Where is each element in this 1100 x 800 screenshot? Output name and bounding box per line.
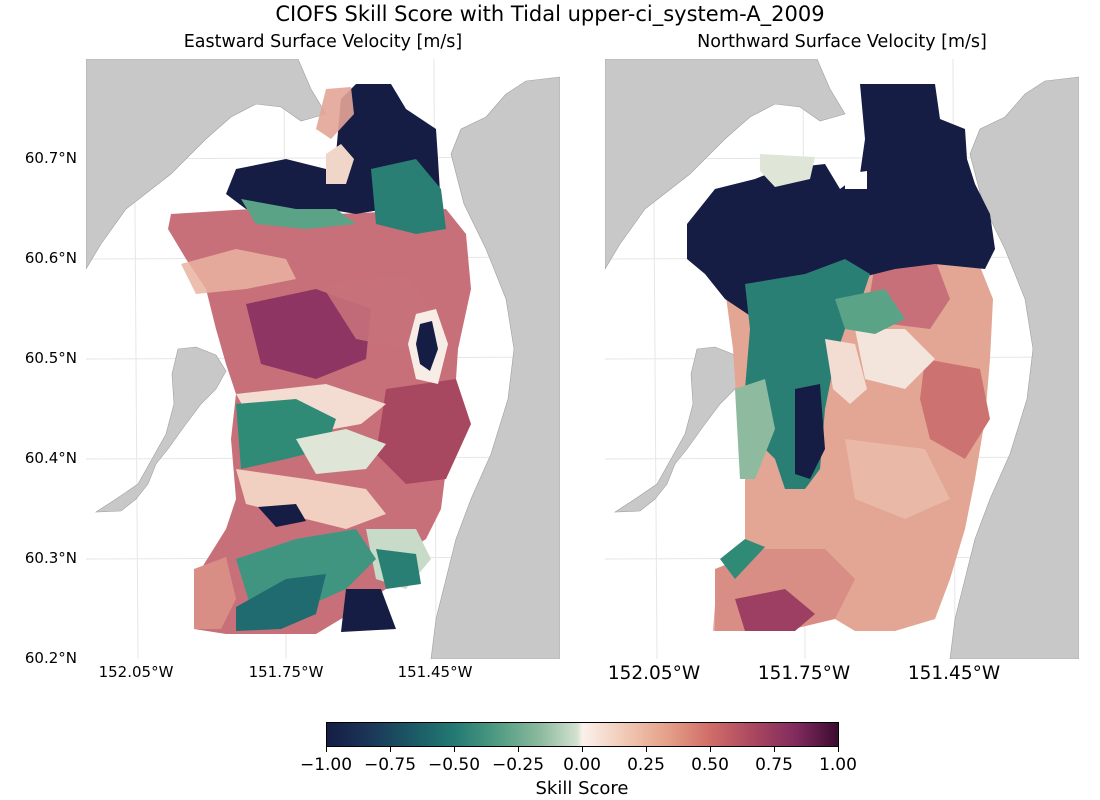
colorbar-tick-label: −0.75	[363, 755, 417, 775]
colorbar-ticks	[326, 746, 839, 752]
y-tick-label: 60.3°N	[24, 549, 77, 567]
x-tick-label: 151.45°W	[907, 663, 1001, 684]
figure-title: CIOFS Skill Score with Tidal upper-ci_sy…	[275, 2, 825, 26]
land-peninsula	[613, 346, 746, 513]
y-tick-label: 60.4°N	[24, 449, 77, 467]
x-tick-label: 151.75°W	[757, 663, 851, 684]
panel-title-northward: Northward Surface Velocity [m/s]	[697, 32, 987, 52]
skill-field-northward	[687, 84, 995, 631]
colorbar-tick-label: 0.50	[691, 755, 729, 775]
land-west-shore	[605, 59, 846, 270]
colorbar-tick-label: −0.50	[427, 755, 481, 775]
map-eastward	[86, 59, 560, 659]
colorbar-tick-label: 0.00	[563, 755, 601, 775]
colorbar-label: Skill Score	[535, 778, 629, 799]
land-peninsula	[94, 346, 227, 513]
colorbar-tick-label: 1.00	[819, 755, 857, 775]
x-tick-label: 152.05°W	[98, 663, 174, 681]
colorbar-tick-label: 0.75	[755, 755, 793, 775]
colorbar	[326, 722, 839, 747]
x-tick-label: 152.05°W	[607, 663, 701, 684]
y-tick-label: 60.7°N	[24, 149, 77, 167]
colorbar-tick-label: −0.25	[491, 755, 545, 775]
y-tick-label: 60.5°N	[24, 349, 77, 367]
skill-field-eastward	[168, 84, 471, 634]
land-west-shore	[86, 59, 327, 270]
land-east-shore	[949, 76, 1079, 659]
colorbar-tick-label: 0.25	[627, 755, 665, 775]
colorbar-tick-label: −1.00	[299, 755, 353, 775]
land-east-shore	[430, 76, 560, 659]
y-tick-label: 60.6°N	[24, 249, 77, 267]
x-tick-label: 151.45°W	[397, 663, 473, 681]
x-tick-label: 151.75°W	[248, 663, 324, 681]
y-tick-label: 60.2°N	[24, 649, 77, 667]
map-northward	[605, 59, 1079, 659]
panel-title-eastward: Eastward Surface Velocity [m/s]	[183, 32, 463, 52]
